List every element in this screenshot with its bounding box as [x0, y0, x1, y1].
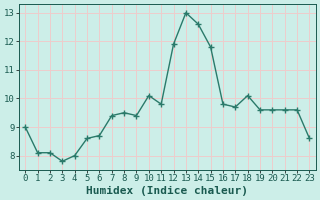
X-axis label: Humidex (Indice chaleur): Humidex (Indice chaleur) [86, 186, 248, 196]
